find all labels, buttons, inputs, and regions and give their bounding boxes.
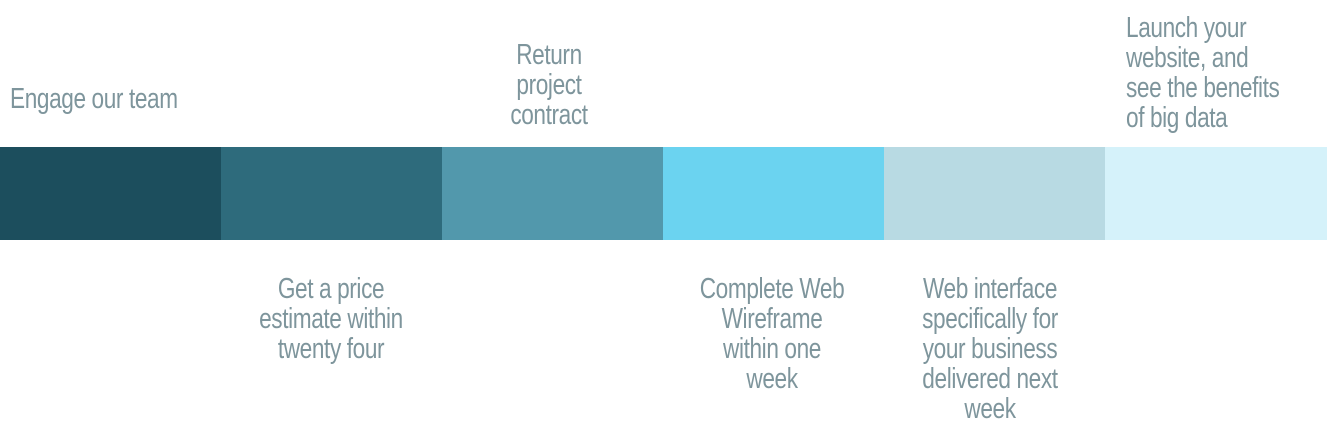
step-3-label: Return project contract: [510, 39, 588, 131]
timeline-segment-6: [1105, 147, 1327, 240]
timeline-segment-3: [442, 147, 663, 240]
timeline-bar: [0, 147, 1327, 240]
timeline-segment-5: [884, 147, 1105, 240]
step-2-label: Get a price estimate within twenty four: [259, 273, 403, 365]
step-6-label: Launch your website, and see the benefit…: [1126, 12, 1280, 134]
step-5-label: Web interface specifically for your busi…: [922, 273, 1058, 425]
timeline-segment-2: [221, 147, 442, 240]
timeline-segment-4: [663, 147, 884, 240]
step-1-label: Engage our team: [10, 83, 178, 115]
timeline-segment-1: [0, 147, 221, 240]
step-4-label: Complete Web Wireframe within one week: [699, 273, 845, 395]
